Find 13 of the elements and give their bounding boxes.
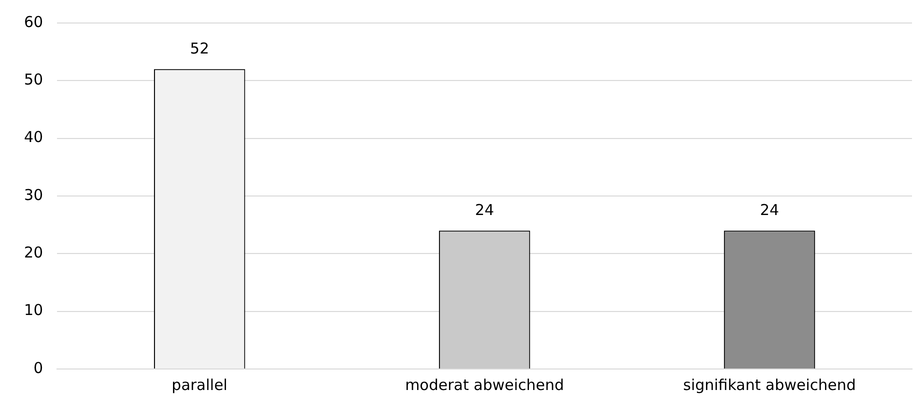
y-tick-label: 20 (24, 244, 44, 262)
data-label: 24 (760, 200, 780, 219)
data-label: 24 (474, 200, 494, 219)
y-tick-label: 0 (34, 358, 44, 377)
y-tick-label: 30 (24, 186, 44, 204)
x-tick-label: signifikant abweichend (683, 376, 856, 394)
y-tick-label: 60 (24, 12, 44, 31)
y-tick-label: 10 (24, 301, 44, 320)
x-tick-label: parallel (172, 376, 228, 394)
y-tick-label: 40 (24, 128, 44, 146)
data-label: 52 (190, 40, 210, 58)
y-tick-label: 50 (24, 70, 44, 89)
x-tick-label: moderat abweichend (405, 376, 564, 394)
